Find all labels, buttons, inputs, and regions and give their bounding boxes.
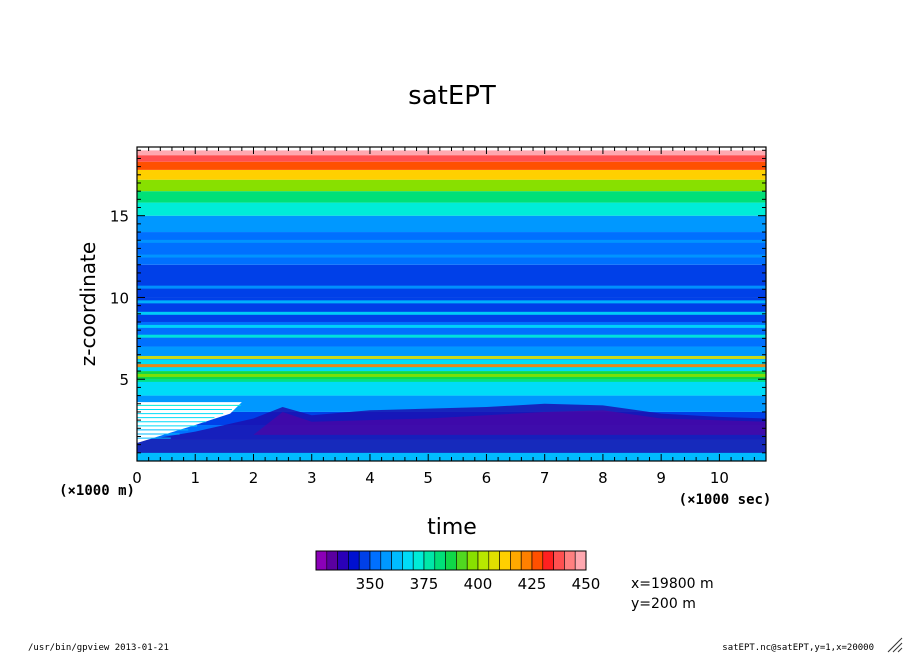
- footer-left: /usr/bin/gpview 2013-01-21: [28, 643, 169, 653]
- colorbar-swatch: [423, 550, 436, 571]
- missing-data-region: [137, 402, 242, 444]
- colorbar-swatch: [348, 550, 360, 571]
- contour-layer: [137, 150, 766, 156]
- colorbar-tick-label: 425: [518, 575, 547, 593]
- annotation-x: x=19800 m: [631, 576, 714, 592]
- contour-layer: [137, 161, 766, 170]
- contour-band: [137, 239, 766, 243]
- x-tick-label: 6: [482, 469, 492, 487]
- low-value-core: [253, 410, 766, 435]
- contour-layer: [137, 202, 766, 216]
- contour-band: [137, 334, 766, 338]
- y-axis: 5 10 15: [110, 149, 766, 462]
- y-axis-label: z-coordinate: [76, 242, 100, 366]
- contour-band: [137, 364, 766, 368]
- x-tick-label: 5: [423, 469, 433, 487]
- colorbar-swatch: [358, 550, 371, 571]
- x-tick-label: 10: [710, 469, 729, 487]
- contour-field: [137, 147, 766, 461]
- contour-band: [137, 355, 766, 359]
- colorbar-swatch: [510, 550, 522, 571]
- colorbar-swatch: [531, 550, 544, 571]
- colorbar-tick-label: 375: [410, 575, 439, 593]
- y-tick-label: 5: [119, 371, 129, 389]
- x-tick-label: 3: [307, 469, 317, 487]
- contour-layer: [137, 215, 766, 233]
- colorbar-swatch: [315, 550, 328, 571]
- contour-layer: [137, 155, 766, 162]
- colorbar-tick-label: 400: [464, 575, 493, 593]
- colorbar-border: [315, 550, 587, 571]
- colorbar-swatch: [553, 550, 565, 571]
- colorbar-tick-label: 350: [356, 575, 385, 593]
- annotation-y: y=200 m: [631, 596, 696, 612]
- colorbar-swatch: [380, 550, 392, 571]
- contour-layer: [137, 264, 766, 298]
- contour-band: [137, 324, 766, 328]
- x-tick-label: 8: [598, 469, 608, 487]
- colorbar-swatch: [456, 550, 468, 571]
- contour-layer: [137, 169, 766, 180]
- colorbar-swatch: [434, 550, 446, 571]
- colorbar-swatch: [499, 550, 511, 571]
- footer-right: satEPT.nc@satEPT,y=1,x=20000: [722, 643, 874, 653]
- colorbar-swatch: [412, 550, 425, 571]
- colorbar-swatch: [564, 550, 576, 571]
- y-scale-note: (×1000 m): [59, 483, 135, 499]
- contour-layer: [137, 379, 766, 396]
- chart-title: satEPT: [408, 81, 496, 111]
- contour-band: [137, 373, 766, 377]
- colorbar-swatch: [402, 550, 414, 571]
- contour-layer: [137, 232, 766, 265]
- colorbar-swatch: [369, 550, 382, 571]
- colorbar-swatch: [466, 550, 479, 571]
- contour-layer: [137, 179, 766, 192]
- contour-band: [137, 378, 766, 382]
- x-tick-label: 7: [540, 469, 550, 487]
- colorbar-swatch: [477, 550, 490, 571]
- x-axis-label: time: [427, 515, 477, 540]
- colorbar-swatch: [391, 550, 403, 571]
- contour-band: [137, 311, 766, 315]
- y-tick-label: 15: [110, 208, 129, 226]
- contour-band: [137, 254, 766, 258]
- colorbar-swatch: [520, 550, 533, 571]
- colorbar: 350 375 400 425 450: [315, 550, 601, 593]
- x-tick-label: 9: [656, 469, 666, 487]
- colorbar-swatch: [542, 550, 554, 571]
- contour-band: [137, 300, 766, 304]
- contour-band: [137, 285, 766, 289]
- x-scale-note: (×1000 sec): [679, 492, 772, 508]
- x-tick-label: 1: [190, 469, 200, 487]
- colorbar-swatch: [445, 550, 457, 571]
- resize-grip-icon: [887, 637, 903, 653]
- x-axis: 0 1 2 3 4 5 6 7 8 9 10: [132, 147, 767, 487]
- x-tick-label: 2: [249, 469, 259, 487]
- colorbar-swatch: [488, 550, 500, 571]
- x-tick-label: 4: [365, 469, 375, 487]
- colorbar-swatch: [337, 550, 349, 571]
- colorbar-swatch: [574, 550, 587, 571]
- contour-layer: [137, 191, 766, 203]
- y-tick-label: 10: [110, 289, 129, 307]
- colorbar-swatch: [326, 550, 338, 571]
- x-tick-label: 0: [132, 469, 142, 487]
- colorbar-tick-label: 450: [572, 575, 601, 593]
